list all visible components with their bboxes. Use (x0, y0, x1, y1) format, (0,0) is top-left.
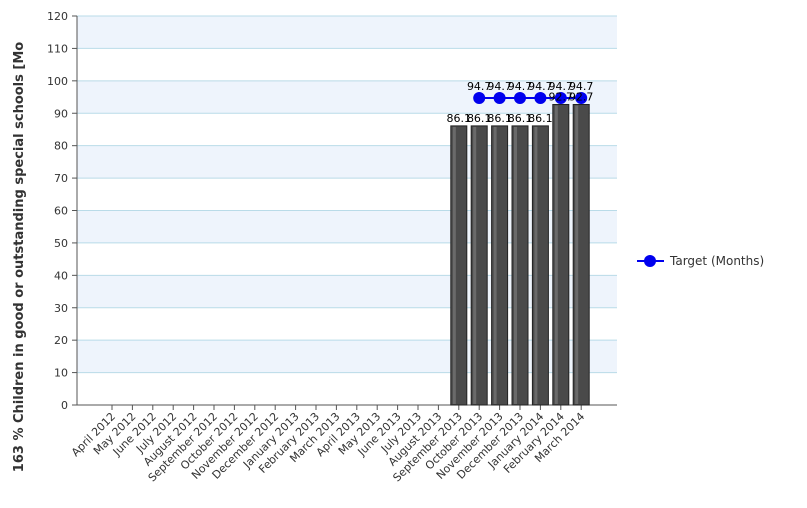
plot-band (77, 16, 617, 49)
target-point[interactable] (493, 92, 506, 105)
y-axis-ticks: 0 10 20 30 40 50 60 70 80 90 100 110 120 (47, 10, 77, 412)
plot-band (77, 48, 617, 81)
y-tick-label: 20 (54, 334, 68, 347)
y-axis-title: 163 % Children in good or outstanding sp… (12, 42, 27, 473)
bar-value-label: 86.1 (447, 112, 472, 125)
target-point[interactable] (514, 92, 526, 105)
bar-highlight (452, 126, 456, 404)
y-tick-label: 0 (61, 399, 68, 412)
y-tick-label: 80 (54, 140, 68, 153)
bar-highlight (493, 126, 497, 404)
target-point[interactable] (534, 92, 547, 105)
y-tick-label: 100 (47, 75, 68, 88)
bar-highlight (473, 126, 477, 404)
bar-value-label: 92.7 (569, 90, 594, 103)
bar-highlight (575, 105, 579, 404)
y-tick-label: 30 (54, 302, 68, 315)
target-value-label: 94.7 (549, 80, 574, 93)
y-tick-label: 110 (47, 42, 68, 55)
bar-series (450, 103, 590, 406)
y-tick-label: 10 (54, 367, 68, 380)
target-point[interactable] (473, 92, 486, 105)
y-tick-label: 50 (54, 237, 68, 250)
bar-value-label: 86.1 (508, 112, 533, 125)
target-line-series (473, 92, 588, 105)
y-tick-label: 90 (54, 107, 68, 120)
y-tick-label: 120 (47, 10, 68, 23)
y-tick-label: 70 (54, 172, 68, 185)
bar-value-label: 86.1 (487, 112, 512, 125)
legend-dot-marker (644, 255, 656, 267)
target-value-label: 94.7 (528, 80, 553, 93)
target-value-label: 94.7 (569, 80, 594, 93)
bar-value-label: 86.1 (467, 112, 492, 125)
bar-highlight (554, 105, 558, 404)
data-labels: 86.186.186.186.186.192.792.794.794.794.7… (447, 80, 594, 125)
target-value-label: 94.7 (508, 80, 533, 93)
bar-value-label: 92.7 (549, 90, 574, 103)
target-value-label: 94.7 (467, 80, 492, 93)
target-value-label: 94.7 (487, 80, 512, 93)
bar-value-label: 86.1 (528, 112, 553, 125)
bar-highlight (514, 126, 517, 404)
target-point[interactable] (554, 92, 567, 105)
target-point[interactable] (575, 92, 588, 105)
y-tick-label: 40 (54, 269, 68, 282)
legend[interactable]: Target (Months) (637, 254, 764, 268)
legend-label-target: Target (Months) (669, 254, 764, 268)
bar-highlight (534, 126, 538, 404)
y-tick-label: 60 (54, 205, 68, 218)
